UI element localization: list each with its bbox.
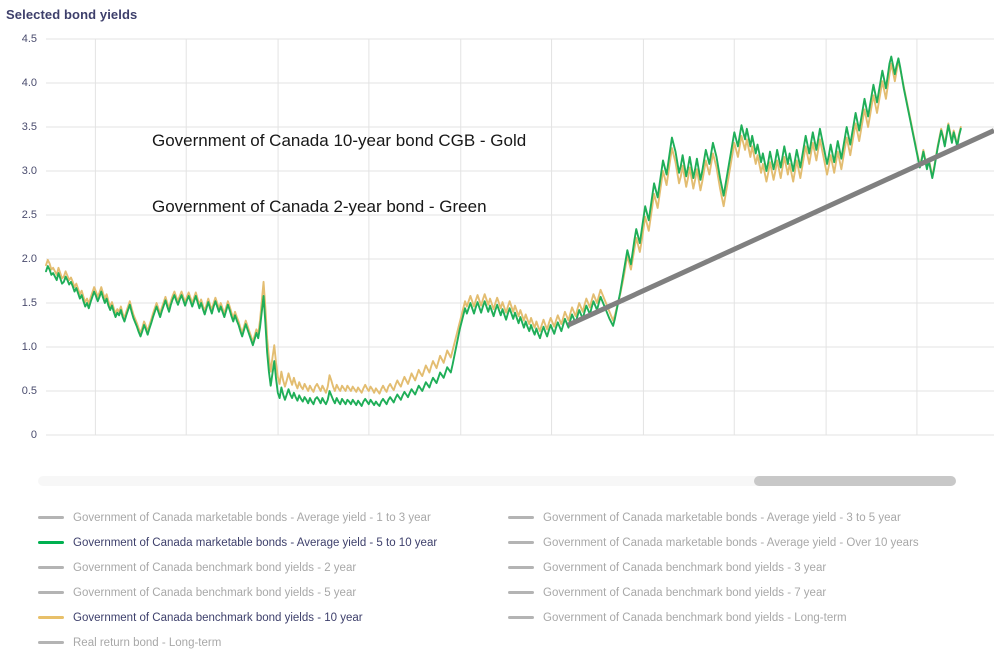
legend-item-label: Government of Canada benchmark bond yiel… xyxy=(543,611,847,624)
legend-item-label: Government of Canada benchmark bond yiel… xyxy=(73,561,357,574)
y-axis-tick-label: 0.5 xyxy=(22,385,37,397)
chart-plot-area[interactable]: 00.51.01.52.02.53.03.54.04.5 JulJan 2020… xyxy=(0,30,994,442)
legend-item[interactable]: Government of Canada benchmark bond yiel… xyxy=(38,555,508,580)
y-axis-tick-label: 3.0 xyxy=(22,165,37,177)
legend-item-label: Real return bond - Long-term xyxy=(73,636,222,649)
legend-item[interactable]: Government of Canada benchmark bond yiel… xyxy=(508,580,984,605)
legend-item[interactable]: Government of Canada benchmark bond yiel… xyxy=(38,605,508,630)
legend-line-icon xyxy=(508,591,534,594)
series-line xyxy=(45,55,962,407)
legend-line-icon xyxy=(508,566,534,569)
y-axis-tick-label: 1.0 xyxy=(22,341,37,353)
legend-line-icon xyxy=(38,516,64,519)
legend-item-label: Government of Canada marketable bonds - … xyxy=(73,511,431,524)
legend-column-right: Government of Canada marketable bonds - … xyxy=(508,505,984,630)
legend-item[interactable]: Real return bond - Long-term xyxy=(38,630,508,652)
legend-line-icon xyxy=(38,541,64,544)
horizontal-scrollbar-track[interactable] xyxy=(38,476,956,486)
legend-item-label: Government of Canada benchmark bond yiel… xyxy=(73,611,363,624)
legend-line-icon xyxy=(38,566,64,569)
annotation-line-2: Government of Canada 2-year bond - Green xyxy=(152,197,487,216)
legend-item-label: Government of Canada marketable bonds - … xyxy=(543,536,919,549)
horizontal-scrollbar-thumb[interactable] xyxy=(754,476,956,486)
legend-item[interactable]: Government of Canada benchmark bond yiel… xyxy=(508,555,984,580)
series-line xyxy=(45,59,962,395)
legend-item-label: Government of Canada benchmark bond yiel… xyxy=(543,561,827,574)
legend-line-icon xyxy=(38,616,64,619)
y-axis-tick-label: 3.5 xyxy=(22,121,37,133)
legend-item[interactable]: Government of Canada marketable bonds - … xyxy=(38,530,508,555)
page-title: Selected bond yields xyxy=(6,7,138,22)
y-axis-ticks: 0 0.5 1.0 1.5 2.0 2.5 3.0 3.5 4.0 4.5 xyxy=(22,33,37,441)
legend-line-icon xyxy=(508,616,534,619)
legend-item-label: Government of Canada marketable bonds - … xyxy=(543,511,901,524)
chart-annotation: Government of Canada 10-year bond CGB - … xyxy=(152,86,526,262)
legend-item-label: Government of Canada benchmark bond yiel… xyxy=(73,586,357,599)
legend-item[interactable]: Government of Canada marketable bonds - … xyxy=(38,505,508,530)
data-series xyxy=(45,55,962,407)
y-axis-tick-label: 2.5 xyxy=(22,209,37,221)
gridlines xyxy=(46,38,994,436)
legend-item-label: Government of Canada marketable bonds - … xyxy=(73,536,438,549)
legend-item-label: Government of Canada benchmark bond yiel… xyxy=(543,586,827,599)
trendline xyxy=(567,128,994,328)
legend-line-icon xyxy=(508,541,534,544)
annotation-line-1: Government of Canada 10-year bond CGB - … xyxy=(152,131,527,150)
y-axis-tick-label: 2.0 xyxy=(22,253,37,265)
legend-item[interactable]: Government of Canada benchmark bond yiel… xyxy=(508,605,984,630)
trendline-segment xyxy=(567,128,994,328)
y-axis-tick-label: 4.0 xyxy=(22,77,37,89)
legend-line-icon xyxy=(38,591,64,594)
legend-item[interactable]: Government of Canada marketable bonds - … xyxy=(508,505,984,530)
y-axis-tick-label: 0 xyxy=(31,429,37,441)
legend-line-icon xyxy=(38,641,64,644)
legend-item[interactable]: Government of Canada benchmark bond yiel… xyxy=(38,580,508,605)
y-axis-tick-label: 4.5 xyxy=(22,33,37,45)
chart-svg[interactable]: 00.51.01.52.02.53.03.54.04.5 JulJan 2020… xyxy=(0,30,994,442)
legend-item[interactable]: Government of Canada marketable bonds - … xyxy=(508,530,984,555)
y-axis-tick-label: 1.5 xyxy=(22,297,37,309)
legend-line-icon xyxy=(508,516,534,519)
legend-column-left: Government of Canada marketable bonds - … xyxy=(38,505,508,652)
